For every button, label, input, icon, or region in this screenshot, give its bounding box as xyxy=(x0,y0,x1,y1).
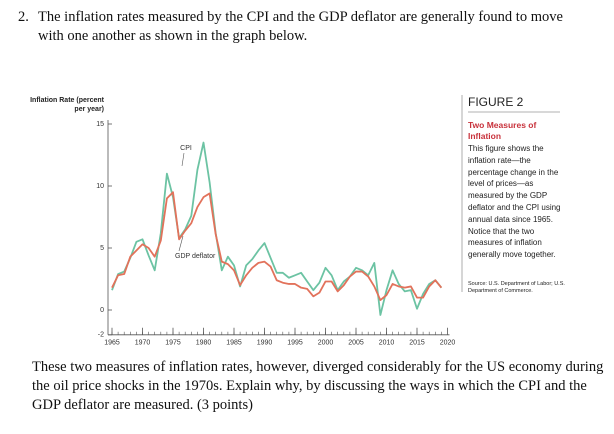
series-label: CPI xyxy=(180,145,192,152)
x-tick-label: 2000 xyxy=(318,340,334,347)
series-label: GDP deflator xyxy=(175,253,216,260)
y-tick-label: 15 xyxy=(96,121,104,128)
leader-line xyxy=(181,152,185,167)
y-tick-label: 0 xyxy=(100,307,104,314)
question-number: 2. xyxy=(18,9,29,25)
x-tick-label: 1975 xyxy=(165,340,181,347)
x-tick-label: 1980 xyxy=(196,340,212,347)
figure-label: FIGURE 2 xyxy=(468,95,524,109)
prompt: These two measures of inflation rates, h… xyxy=(32,359,604,413)
leader-line xyxy=(178,235,184,252)
x-tick-label: 1970 xyxy=(135,340,151,347)
y-tick-label: 10 xyxy=(96,183,104,190)
y-axis-label: Inflation Rate (percent per year) xyxy=(30,97,104,113)
y-tick-label: -2 xyxy=(98,332,104,339)
figure-source: Source: U.S. Department of Labor; U.S. D… xyxy=(468,281,565,294)
x-tick-label: 2015 xyxy=(409,340,425,347)
figure-title: Two Measures of Inflation xyxy=(468,120,537,141)
figure-description: This figure shows the inflation rate—the… xyxy=(468,144,561,260)
x-tick-label: 1985 xyxy=(226,340,242,347)
x-tick-label: 2020 xyxy=(440,340,456,347)
x-tick-label: 2010 xyxy=(379,340,395,347)
y-tick-label: 5 xyxy=(100,245,104,252)
series-line xyxy=(111,191,443,301)
series-line xyxy=(111,141,443,316)
x-tick-label: 1990 xyxy=(257,340,273,347)
x-tick-label: 1965 xyxy=(104,340,120,347)
x-tick-label: 2005 xyxy=(348,340,364,347)
x-tick-label: 1995 xyxy=(287,340,303,347)
question-text: The inflation rates measured by the CPI … xyxy=(38,9,563,44)
